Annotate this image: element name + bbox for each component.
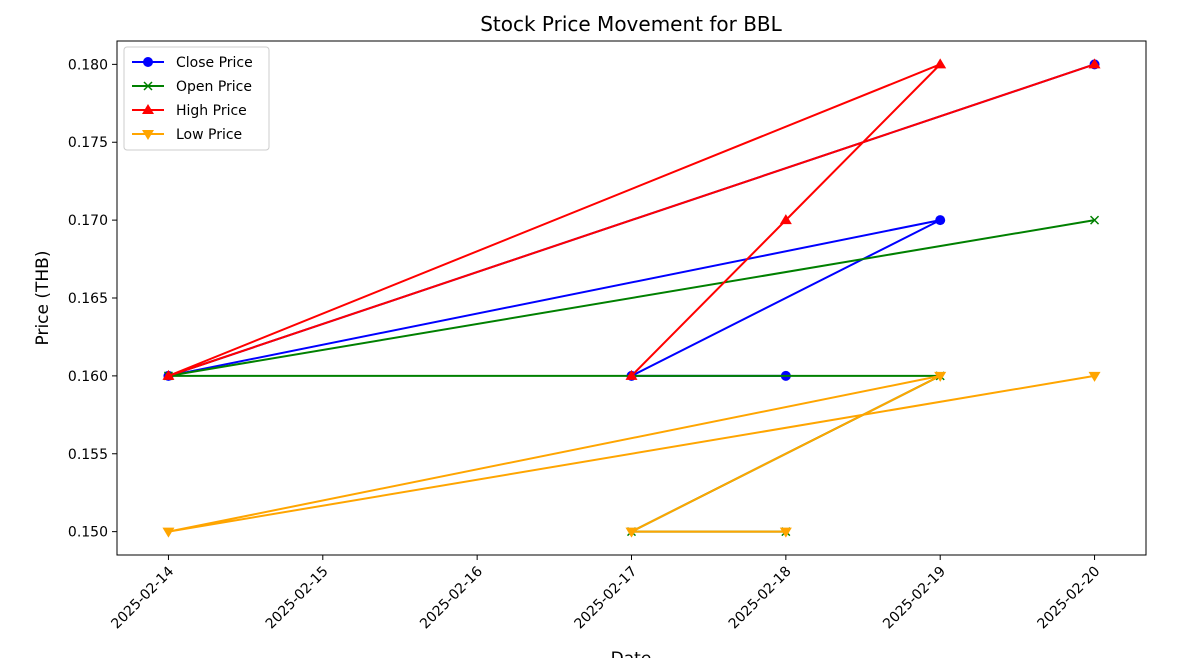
data-point-high-price-3 [779, 214, 792, 225]
y-tick-label: 0.165 [68, 291, 108, 307]
x-tick-label: 2025-02-18 [726, 564, 795, 633]
series-high-price [162, 58, 1101, 380]
y-tick-label: 0.155 [68, 447, 108, 463]
x-axis-label: Date [611, 649, 652, 658]
legend-label: Open Price [176, 79, 252, 95]
x-tick-label: 2025-02-20 [1035, 564, 1104, 633]
series-line-high-price [167, 63, 1096, 377]
x-tick-label: 2025-02-15 [263, 564, 332, 633]
data-point-close-price-2 [935, 215, 946, 226]
data-point-high-price-2 [934, 58, 947, 69]
y-tick-label: 0.180 [68, 57, 108, 73]
data-point-low-price-0 [1088, 371, 1101, 382]
y-tick-label: 0.150 [68, 525, 108, 541]
y-tick-label: 0.160 [68, 369, 108, 385]
legend-item-open-price: Open Price [132, 79, 252, 95]
legend-marker [143, 81, 153, 91]
x-tick-label: 2025-02-16 [417, 563, 486, 632]
legend-label: Close Price [176, 55, 253, 71]
series-line-low-price [167, 374, 1096, 533]
legend-marker [142, 130, 154, 140]
series-low-price [162, 371, 1101, 538]
legend-marker [143, 57, 153, 67]
legend: Close Price Open Price High Price Low Price [123, 46, 270, 151]
y-tick-label: 0.170 [68, 213, 108, 229]
y-axis-label: Price (THB) [33, 251, 53, 346]
data-point-low-price-4 [779, 527, 792, 538]
legend-marker [142, 104, 154, 114]
y-axis: 0.150 0.155 0.160 0.165 0.170 0.175 0.180 [68, 57, 117, 541]
legend-label: High Price [176, 103, 247, 119]
x-axis: 2025-02-14 2025-02-15 2025-02-16 2025-02-17… [108, 555, 1103, 632]
data-point-low-price-3 [625, 527, 638, 538]
data-point-low-price-2 [934, 371, 947, 382]
data-point-high-price-0 [1088, 58, 1101, 69]
data-point-high-price-1 [162, 369, 175, 380]
x-tick-label: 2025-02-14 [108, 563, 177, 632]
data-point-low-price-1 [162, 527, 175, 538]
legend-item-high-price: High Price [132, 103, 247, 119]
y-tick-label: 0.175 [68, 135, 108, 151]
legend-label: Low Price [176, 127, 242, 143]
legend-box [123, 46, 270, 151]
legend-item-close-price: Close Price [132, 55, 253, 71]
data-point-open-price-0 [1090, 215, 1100, 225]
data-point-high-price-4 [625, 369, 638, 380]
series-layer [162, 58, 1101, 538]
chart-title: Stock Price Movement for BBL [480, 12, 782, 36]
x-tick-label: 2025-02-17 [571, 564, 640, 633]
legend-item-low-price: Low Price [132, 127, 242, 143]
plot-area [116, 40, 1147, 556]
x-tick-label: 2025-02-19 [880, 564, 949, 633]
